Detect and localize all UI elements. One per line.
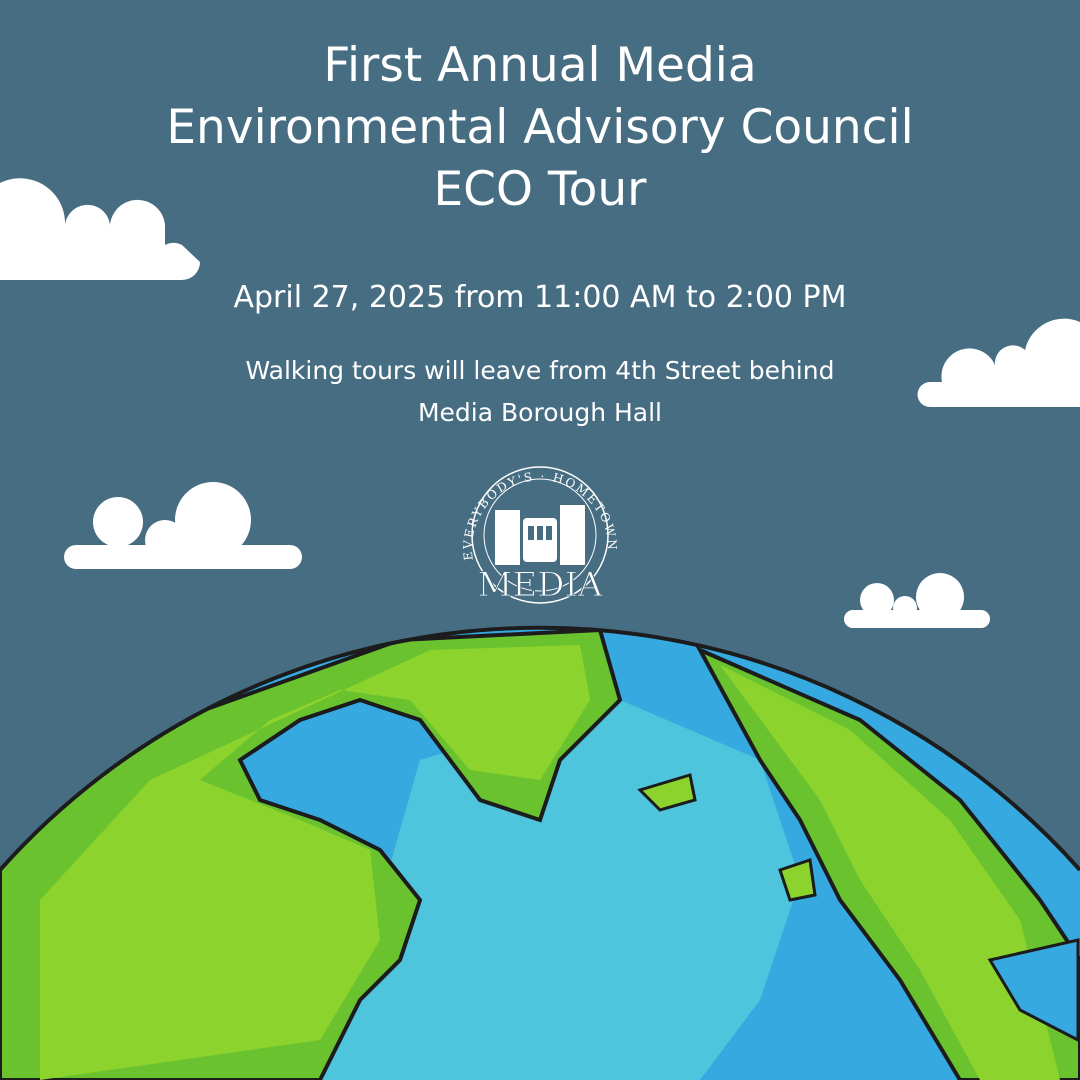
clouds [0,178,1080,628]
event-title: First Annual Media Environmental Advisor… [0,35,1080,221]
location-line-2: Media Borough Hall [417,398,663,427]
media-borough-logo: EVERYBODY'S · HOMETOWN MEDIA [461,466,617,605]
svg-text:MEDIA: MEDIA [478,565,603,605]
cloud-icon [844,573,990,628]
title-line-3: ECO Tour [433,162,647,217]
cloud-icon [64,482,302,569]
globe [0,627,1080,1080]
title-line-2: Environmental Advisory Council [166,100,914,155]
globe-outline [0,625,1080,872]
title-line-1: First Annual Media [323,38,757,93]
location-line-1: Walking tours will leave from 4th Street… [245,356,835,385]
cloud-icon [0,178,200,280]
event-date: April 27, 2025 from 11:00 AM to 2:00 PM [233,280,847,315]
cloud-icon [917,318,1080,407]
event-location: Walking tours will leave from 4th Street… [0,350,1080,434]
